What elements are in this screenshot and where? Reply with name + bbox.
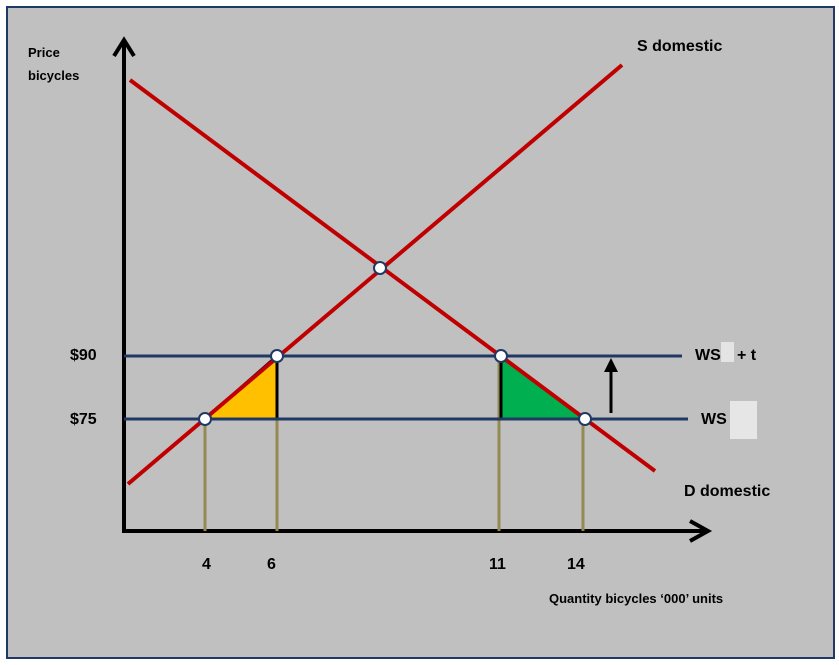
point-supply-ws [198, 412, 212, 426]
point-demand-ws-tariff [494, 349, 508, 363]
supply-curve [126, 63, 624, 486]
x-axis-arrowhead [689, 519, 713, 543]
price-tick-90: $90 [70, 347, 97, 364]
price-tick-75: $75 [70, 411, 97, 428]
y-axis-arrowhead [112, 36, 136, 58]
x-axis-label: Quantity bicycles ‘000’ units [549, 591, 723, 606]
ws-tariff-suffix: + t [737, 347, 757, 364]
y-axis-label-line2: bicycles [28, 68, 79, 83]
label-patch-lower [730, 401, 757, 439]
demand-label: D domestic [684, 483, 770, 500]
demand-curve [128, 78, 657, 473]
equilibrium-point [373, 261, 387, 275]
ws-label: WS [701, 411, 727, 428]
diagram-frame [6, 6, 835, 659]
quantity-tick-6: 6 [267, 556, 276, 573]
y-axis-label-line1: Price [28, 45, 60, 60]
supply-label: S domestic [637, 38, 722, 55]
label-patch-upper [721, 342, 734, 362]
ws-tariff-label: WS [695, 347, 721, 364]
up-arrow-icon [604, 358, 618, 413]
quantity-tick-14: 14 [567, 556, 585, 573]
quantity-tick-4: 4 [202, 556, 211, 573]
point-demand-ws [578, 412, 592, 426]
point-supply-ws-tariff [270, 349, 284, 363]
quantity-tick-11: 11 [489, 556, 506, 573]
